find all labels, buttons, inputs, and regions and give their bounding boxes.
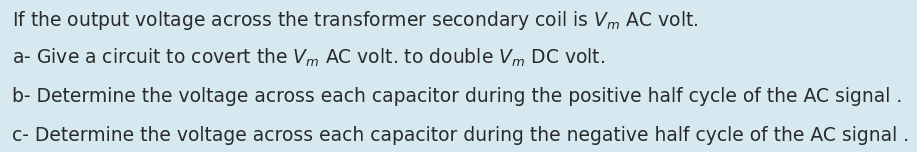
Text: b- Determine the voltage across each capacitor during the positive half cycle of: b- Determine the voltage across each cap… bbox=[12, 87, 902, 106]
Text: a- Give a circuit to covert the $V_m$ AC volt. to double $V_m$ DC volt.: a- Give a circuit to covert the $V_m$ AC… bbox=[12, 47, 605, 69]
Text: If the output voltage across the transformer secondary coil is $V_m$ AC volt.: If the output voltage across the transfo… bbox=[12, 9, 699, 32]
Text: c- Determine the voltage across each capacitor during the negative half cycle of: c- Determine the voltage across each cap… bbox=[12, 126, 909, 145]
